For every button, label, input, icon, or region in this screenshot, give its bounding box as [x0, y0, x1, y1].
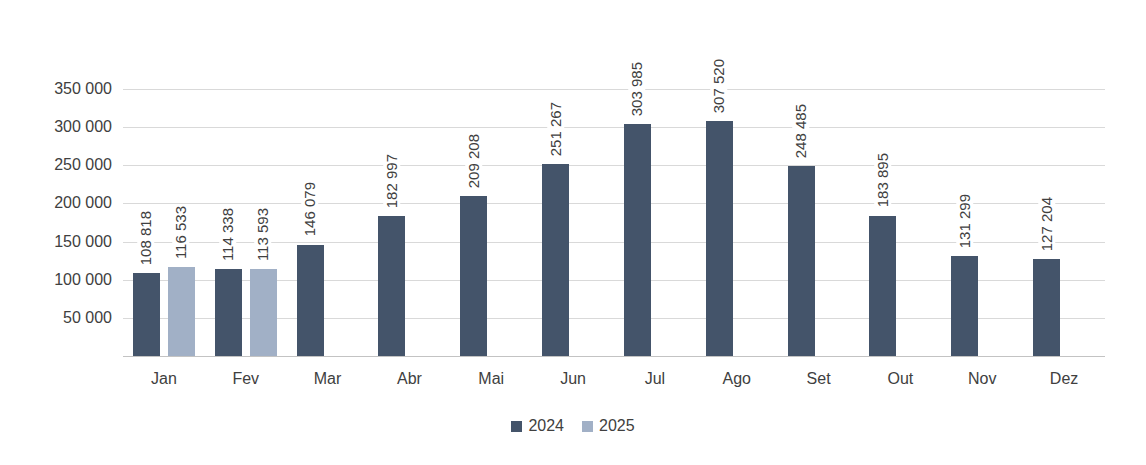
month-group-nov: 131 299: [941, 89, 1023, 356]
bar-value-label: 113 593: [255, 206, 272, 263]
x-axis-label-dez: Dez: [1023, 370, 1105, 388]
y-tick-label: 50 000: [0, 308, 112, 328]
bar-2024-fev: 114 338: [215, 269, 242, 356]
legend-swatch-2024: [511, 421, 522, 432]
legend-swatch-2025: [582, 421, 593, 432]
bar-2024-jan: 108 818: [133, 273, 160, 356]
month-group-jan: 108 818 116 533: [123, 89, 205, 356]
legend-label: 2024: [528, 417, 564, 435]
x-axis-label-mai: Mai: [450, 370, 532, 388]
legend-label: 2025: [599, 417, 635, 435]
bar-2024-jun: 251 267: [542, 164, 569, 356]
bar-2024-mar: 146 079: [297, 245, 324, 356]
x-axis-label-mar: Mar: [287, 370, 369, 388]
y-tick-label: 200 000: [0, 193, 112, 213]
y-tick-label: 150 000: [0, 232, 112, 252]
bar-2025-fev: 113 593: [250, 269, 277, 356]
bar-2024-mai: 209 208: [460, 196, 487, 356]
bar-value-label: 183 895: [875, 151, 892, 209]
bar-value-label: 146 079: [302, 180, 319, 238]
month-group-ago: 307 520: [696, 89, 778, 356]
x-axis-label-fev: Fev: [205, 370, 287, 388]
x-axis-label-set: Set: [778, 370, 860, 388]
bar-2024-nov: 131 299: [951, 256, 978, 356]
x-axis-label-ago: Ago: [696, 370, 778, 388]
bar-2024-out: 183 895: [869, 216, 896, 356]
month-group-jun: 251 267: [532, 89, 614, 356]
month-group-set: 248 485: [778, 89, 860, 356]
month-group-dez: 127 204: [1023, 89, 1105, 356]
x-axis-line: [123, 356, 1105, 357]
bar-value-label: 114 338: [220, 206, 237, 263]
x-axis-label-jul: Jul: [614, 370, 696, 388]
y-tick-label: 250 000: [0, 155, 112, 175]
bar-value-label: 303 985: [629, 60, 646, 118]
bar-value-label: 251 267: [547, 100, 564, 158]
bar-value-label: 127 204: [1038, 195, 1055, 253]
bar-value-label: 307 520: [711, 57, 728, 115]
bar-value-label: 108 818: [138, 209, 155, 267]
bar-value-label: 182 997: [384, 152, 401, 210]
month-group-out: 183 895: [860, 89, 942, 356]
bar-2024-set: 248 485: [788, 166, 815, 356]
x-axis-label-abr: Abr: [369, 370, 451, 388]
x-axis-label-jun: Jun: [532, 370, 614, 388]
bar-2024-jul: 303 985: [624, 124, 651, 356]
legend-item-2025: 2025: [582, 417, 635, 435]
bar-value-label: 209 208: [465, 132, 482, 190]
y-tick-label: 300 000: [0, 117, 112, 137]
month-group-jul: 303 985: [614, 89, 696, 356]
legend: 2024 2025: [0, 417, 1146, 435]
month-group-fev: 114 338 113 593: [205, 89, 287, 356]
bar-value-label: 248 485: [793, 102, 810, 160]
x-axis-label-jan: Jan: [123, 370, 205, 388]
x-axis-label-nov: Nov: [941, 370, 1023, 388]
bar-2024-ago: 307 520: [706, 121, 733, 356]
bar-2024-dez: 127 204: [1033, 259, 1060, 356]
monthly-bar-chart: 50 000 100 000 150 000 200 000 250 000 300 00…: [0, 0, 1146, 465]
bar-2024-abr: 182 997: [378, 216, 405, 356]
y-tick-label: 350 000: [0, 79, 112, 99]
bar-2025-jan: 116 533: [168, 267, 195, 356]
legend-item-2024: 2024: [511, 417, 564, 435]
y-tick-label: 100 000: [0, 270, 112, 290]
bar-value-label: 131 299: [956, 192, 973, 250]
x-axis-label-out: Out: [860, 370, 942, 388]
month-group-mar: 146 079: [287, 89, 369, 356]
month-group-abr: 182 997: [369, 89, 451, 356]
month-group-mai: 209 208: [450, 89, 532, 356]
bar-value-label: 116 533: [173, 204, 190, 261]
